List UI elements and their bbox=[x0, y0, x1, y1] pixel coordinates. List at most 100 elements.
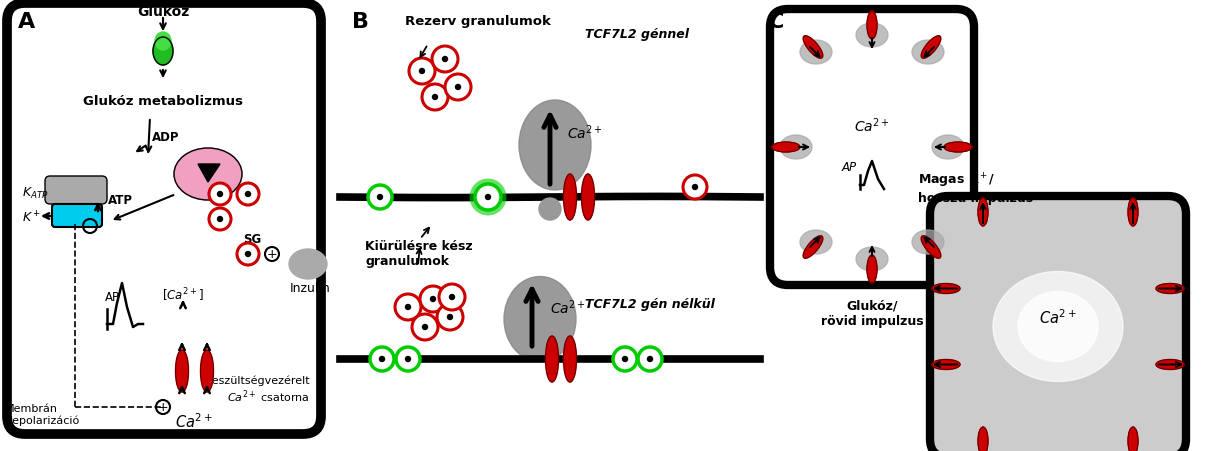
FancyBboxPatch shape bbox=[770, 10, 973, 285]
Circle shape bbox=[693, 185, 698, 190]
Ellipse shape bbox=[546, 336, 559, 382]
Text: $Ca^{2+}$: $Ca^{2+}$ bbox=[566, 124, 603, 142]
Circle shape bbox=[450, 295, 455, 300]
Ellipse shape bbox=[581, 175, 595, 221]
Circle shape bbox=[208, 208, 230, 230]
Text: $Ca^{2+}$: $Ca^{2+}$ bbox=[550, 298, 586, 317]
Text: Membrán
depolarizáció: Membrán depolarizáció bbox=[5, 403, 80, 425]
Ellipse shape bbox=[1128, 427, 1138, 451]
Text: Feszültségvezérelt
$Ca^{2+}$ csatorna: Feszültségvezérelt $Ca^{2+}$ csatorna bbox=[206, 374, 310, 404]
Ellipse shape bbox=[564, 175, 576, 221]
Circle shape bbox=[422, 85, 447, 111]
Text: Glukóz/
rövid impulzus: Glukóz/ rövid impulzus bbox=[820, 299, 923, 327]
Text: Magas K$^+$/
hosszú impulzus: Magas K$^+$/ hosszú impulzus bbox=[918, 171, 1034, 205]
Text: $K_{ATP}$: $K_{ATP}$ bbox=[22, 185, 49, 200]
Circle shape bbox=[421, 286, 446, 312]
Circle shape bbox=[439, 285, 465, 310]
Text: −: − bbox=[85, 220, 96, 233]
Text: Inzulin: Inzulin bbox=[289, 281, 330, 295]
Ellipse shape bbox=[154, 33, 170, 51]
Circle shape bbox=[638, 347, 662, 371]
Text: A: A bbox=[18, 12, 36, 32]
Circle shape bbox=[237, 244, 259, 265]
Circle shape bbox=[445, 75, 471, 101]
Text: B: B bbox=[352, 12, 369, 32]
Circle shape bbox=[406, 305, 411, 310]
Circle shape bbox=[380, 357, 385, 362]
Text: $[Ca^{2+}]$: $[Ca^{2+}]$ bbox=[162, 285, 204, 303]
Text: Rezerv granulumok: Rezerv granulumok bbox=[405, 15, 550, 28]
Ellipse shape bbox=[564, 336, 576, 382]
Circle shape bbox=[474, 184, 501, 211]
Circle shape bbox=[409, 59, 435, 85]
Circle shape bbox=[245, 192, 250, 197]
Ellipse shape bbox=[289, 249, 327, 279]
Circle shape bbox=[217, 192, 222, 197]
Circle shape bbox=[419, 69, 424, 74]
Text: ADP: ADP bbox=[152, 131, 179, 144]
Ellipse shape bbox=[921, 37, 940, 59]
Text: AP: AP bbox=[842, 161, 857, 174]
Text: +: + bbox=[158, 400, 168, 414]
Text: ATP: ATP bbox=[108, 194, 132, 207]
Ellipse shape bbox=[153, 38, 173, 66]
Ellipse shape bbox=[519, 101, 591, 191]
Ellipse shape bbox=[932, 136, 964, 160]
Text: $Ca^{2+}$: $Ca^{2+}$ bbox=[175, 412, 213, 430]
Text: $Ca^{2+}$: $Ca^{2+}$ bbox=[1038, 308, 1076, 326]
Ellipse shape bbox=[912, 230, 944, 254]
Ellipse shape bbox=[504, 277, 576, 362]
Ellipse shape bbox=[803, 37, 823, 59]
Ellipse shape bbox=[1156, 284, 1184, 294]
Ellipse shape bbox=[867, 12, 877, 40]
Circle shape bbox=[395, 295, 421, 320]
FancyBboxPatch shape bbox=[45, 177, 107, 205]
Ellipse shape bbox=[978, 427, 988, 451]
Circle shape bbox=[447, 315, 452, 320]
Circle shape bbox=[623, 357, 628, 362]
Text: TCF7L2 gén nélkül: TCF7L2 gén nélkül bbox=[585, 297, 715, 310]
Text: $Ca^{2+}$: $Ca^{2+}$ bbox=[855, 116, 890, 135]
Ellipse shape bbox=[175, 350, 189, 392]
Ellipse shape bbox=[780, 136, 812, 160]
Text: +: + bbox=[267, 248, 277, 261]
Ellipse shape bbox=[932, 284, 960, 294]
Circle shape bbox=[436, 304, 463, 330]
Circle shape bbox=[396, 347, 421, 371]
Ellipse shape bbox=[856, 24, 888, 48]
Circle shape bbox=[237, 184, 259, 206]
Ellipse shape bbox=[856, 248, 888, 272]
Ellipse shape bbox=[1156, 360, 1184, 370]
Circle shape bbox=[613, 347, 638, 371]
Ellipse shape bbox=[978, 198, 988, 226]
Circle shape bbox=[433, 95, 438, 100]
FancyBboxPatch shape bbox=[7, 4, 321, 434]
Text: Glukóz metabolizmus: Glukóz metabolizmus bbox=[83, 95, 243, 108]
Ellipse shape bbox=[174, 149, 242, 201]
Circle shape bbox=[370, 347, 394, 371]
Text: C: C bbox=[767, 12, 785, 32]
Circle shape bbox=[683, 175, 707, 199]
Ellipse shape bbox=[772, 143, 801, 152]
Circle shape bbox=[412, 314, 438, 340]
Circle shape bbox=[430, 297, 435, 302]
Ellipse shape bbox=[801, 41, 832, 65]
Ellipse shape bbox=[921, 236, 940, 258]
Circle shape bbox=[485, 195, 490, 200]
Circle shape bbox=[378, 195, 383, 200]
Text: AP: AP bbox=[105, 291, 120, 304]
Text: SG: SG bbox=[243, 233, 261, 246]
Polygon shape bbox=[199, 165, 219, 183]
Ellipse shape bbox=[867, 255, 877, 283]
Circle shape bbox=[368, 186, 392, 210]
FancyBboxPatch shape bbox=[931, 197, 1186, 451]
Circle shape bbox=[456, 85, 461, 90]
Text: Glukóz: Glukóz bbox=[137, 5, 189, 19]
Circle shape bbox=[245, 252, 250, 257]
Ellipse shape bbox=[201, 350, 213, 392]
Circle shape bbox=[217, 217, 222, 222]
Circle shape bbox=[432, 47, 459, 73]
Circle shape bbox=[208, 184, 230, 206]
Ellipse shape bbox=[944, 143, 972, 152]
FancyBboxPatch shape bbox=[51, 205, 102, 227]
